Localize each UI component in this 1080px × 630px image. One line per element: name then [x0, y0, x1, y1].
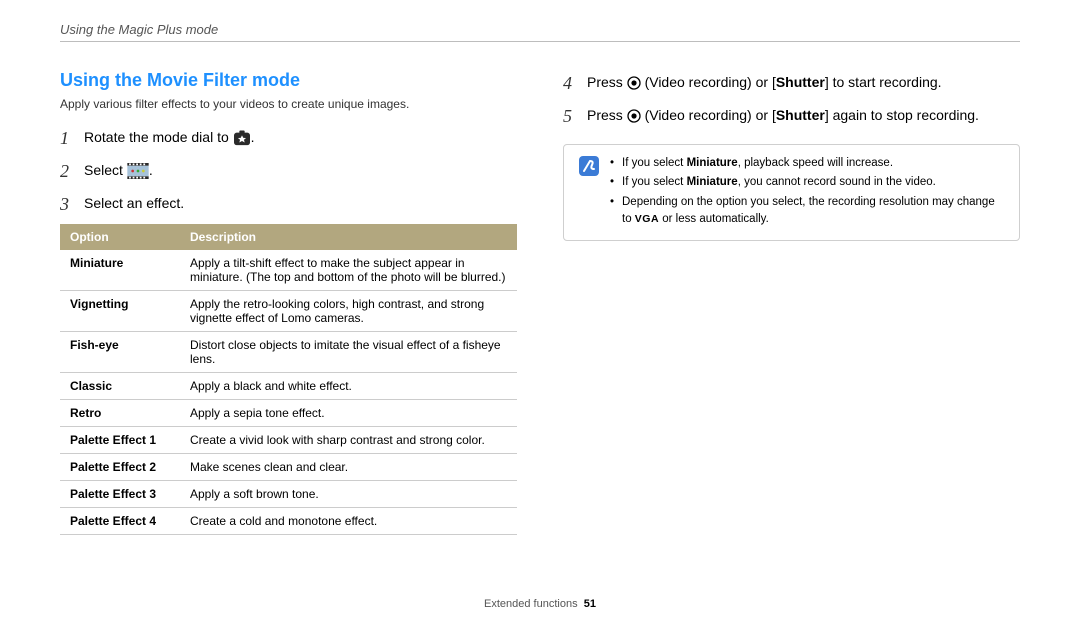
option-name: Palette Effect 4: [60, 508, 180, 535]
step-text: Select an effect.: [84, 191, 184, 214]
option-name: Palette Effect 1: [60, 427, 180, 454]
option-name: Retro: [60, 400, 180, 427]
options-table: Option Description MiniatureApply a tilt…: [60, 224, 517, 535]
option-description: Create a cold and monotone effect.: [180, 508, 517, 535]
option-name: Miniature: [60, 250, 180, 291]
steps-left: 1 Rotate the mode dial to . 2 Select . 3 Sele…: [60, 125, 517, 218]
step: 3 Select an effect.: [60, 191, 517, 218]
footer-page: 51: [584, 598, 596, 610]
step: 5 Press (Video recording) or [Shutter] ag…: [563, 103, 1020, 130]
table-row: Palette Effect 2Make scenes clean and cl…: [60, 454, 517, 481]
footer-section: Extended functions: [484, 598, 578, 610]
step-number: 1: [60, 125, 74, 152]
record-icon: [627, 109, 641, 123]
section-title: Using the Movie Filter mode: [60, 70, 517, 91]
table-row: Fish-eyeDistort close objects to imitate…: [60, 332, 517, 373]
option-description: Apply the retro-looking colors, high con…: [180, 291, 517, 332]
left-column: Using the Movie Filter mode Apply variou…: [60, 70, 517, 535]
table-row: Palette Effect 3Apply a soft brown tone.: [60, 481, 517, 508]
mode-dial-icon: [233, 130, 251, 146]
table-row: Palette Effect 4Create a cold and monoto…: [60, 508, 517, 535]
option-name: Classic: [60, 373, 180, 400]
table-row: VignettingApply the retro-looking colors…: [60, 291, 517, 332]
option-description: Apply a soft brown tone.: [180, 481, 517, 508]
film-strip-icon: [127, 163, 149, 179]
option-description: Create a vivid look with sharp contrast …: [180, 427, 517, 454]
steps-right: 4 Press (Video recording) or [Shutter] to…: [563, 70, 1020, 130]
option-description: Make scenes clean and clear.: [180, 454, 517, 481]
record-icon: [627, 76, 641, 90]
table-row: Palette Effect 1Create a vivid look with…: [60, 427, 517, 454]
step-number: 3: [60, 191, 74, 218]
section-intro: Apply various filter effects to your vid…: [60, 97, 517, 111]
note-item: If you select Miniature, playback speed …: [610, 155, 1005, 172]
table-row: ClassicApply a black and white effect.: [60, 373, 517, 400]
note-box: If you select Miniature, playback speed …: [563, 144, 1020, 241]
option-name: Fish-eye: [60, 332, 180, 373]
option-name: Vignetting: [60, 291, 180, 332]
step: 2 Select .: [60, 158, 517, 185]
step-text: Select .: [84, 158, 153, 181]
option-name: Palette Effect 3: [60, 481, 180, 508]
table-row: MiniatureApply a tilt-shift effect to ma…: [60, 250, 517, 291]
step: 4 Press (Video recording) or [Shutter] to…: [563, 70, 1020, 97]
step-text: Rotate the mode dial to .: [84, 125, 255, 148]
option-description: Distort close objects to imitate the vis…: [180, 332, 517, 373]
step: 1 Rotate the mode dial to .: [60, 125, 517, 152]
note-item: Depending on the option you select, the …: [610, 194, 1005, 229]
note-icon: [578, 155, 600, 177]
step-number: 4: [563, 70, 577, 97]
table-row: RetroApply a sepia tone effect.: [60, 400, 517, 427]
page-footer: Extended functions 51: [0, 598, 1080, 610]
breadcrumb: Using the Magic Plus mode: [60, 22, 1020, 42]
note-item: If you select Miniature, you cannot reco…: [610, 174, 1005, 191]
option-name: Palette Effect 2: [60, 454, 180, 481]
table-header-option: Option: [60, 224, 180, 250]
step-text: Press (Video recording) or [Shutter] to …: [587, 70, 942, 93]
right-column: 4 Press (Video recording) or [Shutter] to…: [563, 70, 1020, 535]
option-description: Apply a sepia tone effect.: [180, 400, 517, 427]
option-description: Apply a black and white effect.: [180, 373, 517, 400]
step-number: 2: [60, 158, 74, 185]
step-text: Press (Video recording) or [Shutter] aga…: [587, 103, 979, 126]
option-description: Apply a tilt-shift effect to make the su…: [180, 250, 517, 291]
table-header-description: Description: [180, 224, 517, 250]
step-number: 5: [563, 103, 577, 130]
